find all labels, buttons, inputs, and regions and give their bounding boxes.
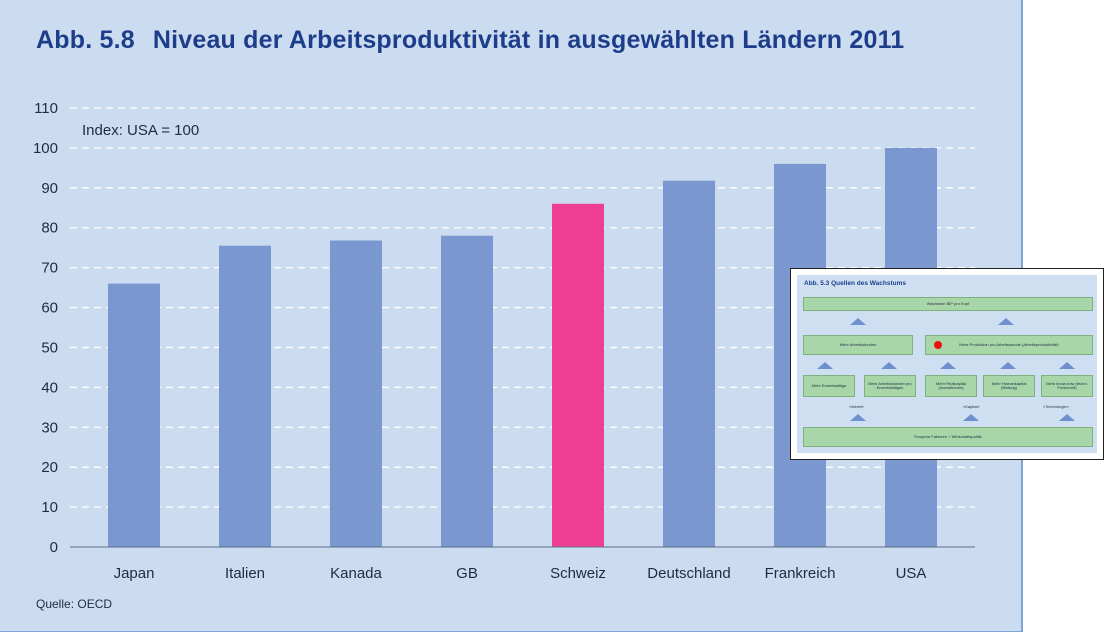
inset-group-label-technologie: «Technologie» xyxy=(1043,404,1069,409)
y-tick-label: 80 xyxy=(41,220,58,237)
y-tick-label: 110 xyxy=(34,100,58,117)
bar-italien xyxy=(219,245,271,547)
inset-group-label-arbeit: «Arbeit» xyxy=(849,404,864,409)
inset-top-box: Wachstum BIP pro Kopf xyxy=(803,297,1093,311)
x-tick-label: Japan xyxy=(114,565,155,582)
index-annotation: Index: USA = 100 xyxy=(82,122,199,139)
inset-arrow-up-icon xyxy=(850,414,866,421)
inset-arrow-up-icon xyxy=(1000,362,1016,369)
bar-gb xyxy=(441,235,493,547)
bar-schweiz xyxy=(552,203,604,548)
y-tick-label: 90 xyxy=(41,180,58,197)
inset-lower-box-5: Mehr know-how (techn. Fortschritt) xyxy=(1041,375,1093,397)
x-tick-label: GB xyxy=(456,565,478,582)
x-tick-label: Schweiz xyxy=(550,565,606,582)
y-tick-label: 100 xyxy=(33,140,58,157)
inset-arrow-up-icon xyxy=(998,318,1014,325)
inset-group-label-kapital: «Kapital» xyxy=(963,404,980,409)
bar-deutschland xyxy=(663,180,715,547)
inset-bottom-box: Exogene Faktoren + Wirtschaftspolitik xyxy=(803,427,1093,447)
x-tick-label: Kanada xyxy=(330,565,382,582)
x-tick-label: Italien xyxy=(225,565,265,582)
bar-japan xyxy=(108,283,160,547)
figure-number: Abb. 5.8 xyxy=(36,26,135,54)
x-tick-label: USA xyxy=(896,565,927,582)
inset-mid-left-box: Mehr Arbeitsstunden xyxy=(803,335,913,355)
x-tick-label: Deutschland xyxy=(647,565,730,582)
y-tick-label: 50 xyxy=(41,339,58,356)
y-tick-label: 30 xyxy=(41,419,58,436)
x-tick-label: Frankreich xyxy=(765,565,836,582)
inset-arrow-up-icon xyxy=(881,362,897,369)
y-tick-label: 60 xyxy=(41,300,58,317)
inset-arrow-up-icon xyxy=(963,414,979,421)
bar-kanada xyxy=(330,240,382,548)
inset-arrow-up-icon xyxy=(850,318,866,325)
inset-title: Abb. 5.3 Quellen des Wachstums xyxy=(804,280,906,287)
inset-arrow-up-icon xyxy=(1059,414,1075,421)
inset-mid-right-box: Mehr Produktion pro Arbeitsstunde (Arbei… xyxy=(925,335,1093,355)
y-tick-label: 10 xyxy=(41,499,58,516)
y-tick-label: 40 xyxy=(41,379,58,396)
inset-arrow-up-icon xyxy=(817,362,833,369)
y-tick-label: 70 xyxy=(41,260,58,277)
inset-lower-box-2: Mehr Arbeitsstunden pro Erwerbstätigen xyxy=(864,375,916,397)
inset-lower-box-3: Mehr Realkapital (Investitionen) xyxy=(925,375,977,397)
inset-figure: Abb. 5.3 Quellen des Wachstums Wachstum … xyxy=(790,268,1104,460)
inset-figure-body: Abb. 5.3 Quellen des Wachstums Wachstum … xyxy=(797,275,1097,453)
source-note: Quelle: OECD xyxy=(36,597,113,611)
y-tick-label: 20 xyxy=(41,459,58,476)
red-marker-icon xyxy=(934,341,942,349)
inset-lower-box-1: Mehr Erwerbstätige xyxy=(803,375,855,397)
chart-title: Abb. 5.8 Niveau der Arbeitsproduktivität … xyxy=(36,26,904,55)
inset-arrow-up-icon xyxy=(1059,362,1075,369)
figure-title: Niveau der Arbeitsproduktivität in ausge… xyxy=(152,26,905,54)
y-tick-label: 0 xyxy=(50,539,58,556)
inset-arrow-up-icon xyxy=(940,362,956,369)
inset-lower-box-4: Mehr Humankapital (Bildung) xyxy=(983,375,1035,397)
